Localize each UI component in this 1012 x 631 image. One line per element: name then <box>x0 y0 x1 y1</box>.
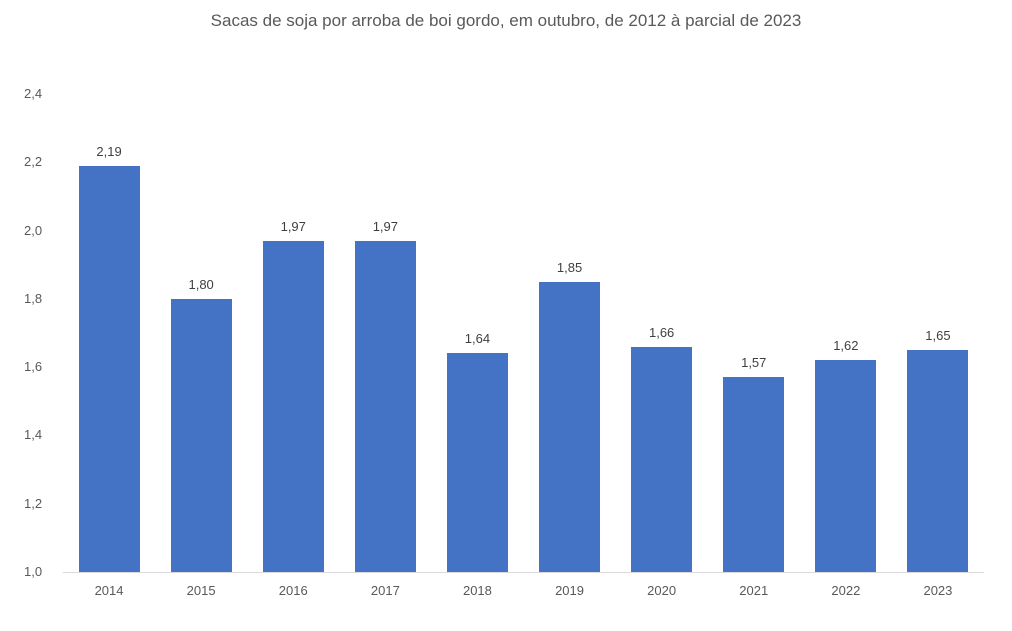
data-label: 1,62 <box>833 338 859 354</box>
x-tick-label: 2019 <box>555 583 584 598</box>
y-tick-label: 1,6 <box>24 359 43 375</box>
data-label: 1,57 <box>741 355 767 371</box>
x-tick-label: 2017 <box>370 583 400 598</box>
x-tick-label: 2022 <box>831 583 861 598</box>
y-tick-label: 1,2 <box>24 495 43 511</box>
bar-2022 <box>815 360 877 572</box>
x-tick-label: 2018 <box>462 583 492 598</box>
data-label: 1,80 <box>188 276 214 292</box>
data-label: 1,66 <box>648 324 675 340</box>
bar-2018 <box>446 353 508 572</box>
bar-2015 <box>170 298 232 572</box>
x-tick-label: 2023 <box>923 583 953 598</box>
bar-2014 <box>78 165 140 572</box>
bar-2019 <box>539 281 601 572</box>
x-axis-line <box>63 572 984 573</box>
chart-title: Sacas de soja por arroba de boi gordo, e… <box>210 11 802 30</box>
x-tick-label: 2021 <box>739 583 769 598</box>
y-tick-label: 1,4 <box>24 427 43 443</box>
x-tick-label: 2014 <box>94 583 124 598</box>
y-tick-label: 1,8 <box>24 290 43 306</box>
bar-2023 <box>907 350 969 572</box>
bar-2021 <box>723 377 785 572</box>
y-tick-label: 1,0 <box>24 564 43 579</box>
y-tick-label: 2,0 <box>24 222 43 238</box>
x-tick-label: 2015 <box>186 583 216 598</box>
data-label: 2,19 <box>96 143 122 159</box>
bar-2016 <box>262 240 324 572</box>
x-tick-label: 2016 <box>278 583 308 598</box>
data-label: 1,97 <box>372 218 398 234</box>
y-tick-label: 2,4 <box>24 86 43 101</box>
data-label: 1,85 <box>556 259 583 275</box>
y-tick-label: 2,2 <box>24 154 43 170</box>
bar-2020 <box>631 346 693 572</box>
data-label: 1,64 <box>464 331 491 347</box>
data-label: 1,65 <box>925 328 951 344</box>
data-label: 1,97 <box>280 218 306 234</box>
bar-2017 <box>354 240 416 572</box>
x-tick-label: 2020 <box>647 583 677 598</box>
